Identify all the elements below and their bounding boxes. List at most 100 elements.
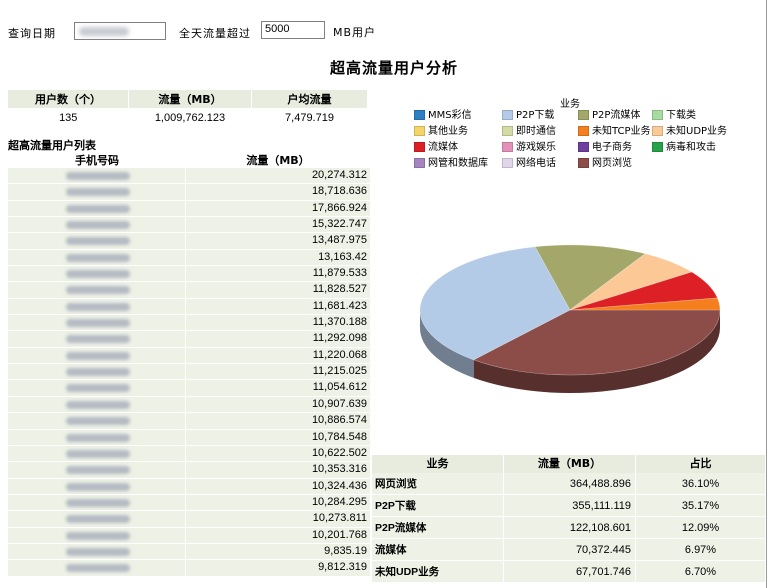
table-row: 11,681.423 <box>8 298 370 316</box>
traffic-cell: 10,324.436 <box>186 478 370 494</box>
table-row: 10,622.502 <box>8 445 370 463</box>
summary-header-users: 用户数（个） <box>8 90 129 108</box>
phone-cell <box>8 331 186 347</box>
threshold-input[interactable]: 5000 <box>261 21 325 39</box>
legend-item: MMS彩信 <box>414 110 472 124</box>
phone-cell <box>8 217 186 233</box>
phone-cell <box>8 315 186 331</box>
legend-label: P2P流媒体 <box>592 110 641 121</box>
traffic-cell: 10,784.548 <box>186 429 370 445</box>
table-row: 10,284.295 <box>8 494 370 512</box>
table-row: 13,487.975 <box>8 233 370 250</box>
legend-swatch <box>652 142 663 152</box>
biz-traffic-cell: 70,372.445 <box>504 539 636 560</box>
biz-traffic-cell: 122,108.601 <box>504 517 636 538</box>
table-row: 11,879.533 <box>8 266 370 283</box>
legend-swatch <box>414 126 425 136</box>
biz-share-cell: 6.70% <box>636 561 766 582</box>
legend-swatch <box>502 142 513 152</box>
legend-label: 电子商务 <box>592 142 632 153</box>
traffic-cell: 10,886.574 <box>186 413 370 429</box>
phone-number-redacted <box>66 498 130 507</box>
pie-chart <box>419 244 721 393</box>
legend-label: 网络电话 <box>516 158 556 169</box>
table-row: 10,324.436 <box>8 478 370 495</box>
phone-cell <box>8 364 186 380</box>
summary-table: 用户数（个） 流量（MB） 户均流量 135 1,009,762.123 7,4… <box>8 90 368 128</box>
phone-cell <box>8 266 186 282</box>
biz-name-cell: P2P下载 <box>372 495 504 516</box>
legend-label: MMS彩信 <box>428 110 472 121</box>
legend-swatch <box>652 110 663 120</box>
table-row: 20,274.312 <box>8 168 370 185</box>
phone-number-redacted <box>66 221 130 230</box>
traffic-cell: 13,163.42 <box>186 249 370 266</box>
biz-traffic-cell: 364,488.896 <box>504 473 636 494</box>
pie-slice <box>534 244 646 311</box>
traffic-cell: 11,370.188 <box>186 315 370 331</box>
traffic-cell: 10,622.502 <box>186 445 370 462</box>
biz-name-cell: 流媒体 <box>372 539 504 560</box>
phone-number-redacted <box>66 286 130 295</box>
phone-cell <box>8 298 186 315</box>
traffic-cell: 10,907.639 <box>186 396 370 413</box>
phone-number-redacted <box>66 172 130 180</box>
traffic-cell: 11,292.098 <box>186 331 370 347</box>
summary-users-value: 135 <box>8 108 129 128</box>
phone-cell <box>8 347 186 364</box>
page-title: 超高流量用户分析 <box>330 59 459 77</box>
biz-name-cell: P2P流媒体 <box>372 517 504 538</box>
traffic-cell: 18,718.636 <box>186 184 370 200</box>
phone-cell <box>8 543 186 560</box>
phone-number-redacted <box>66 417 130 426</box>
query-date-input[interactable] <box>74 22 166 40</box>
phone-number-redacted <box>66 400 130 409</box>
table-row: 10,273.811 <box>8 511 370 528</box>
table-row: 11,828.527 <box>8 282 370 299</box>
phone-cell <box>8 200 186 217</box>
unit-label: MB用户 <box>333 26 377 39</box>
legend-label: 病毒和攻击 <box>666 142 716 153</box>
legend-item: 网管和数据库 <box>414 158 488 172</box>
legend-swatch <box>502 158 513 168</box>
traffic-cell: 11,879.533 <box>186 266 370 282</box>
table-row: 11,220.068 <box>8 347 370 365</box>
legend-label: 游戏娱乐 <box>516 142 556 153</box>
legend-label: 网管和数据库 <box>428 158 488 169</box>
table-row: 网页浏览 364,488.896 36.10% <box>372 473 766 495</box>
phone-number-redacted <box>66 237 130 246</box>
summary-header-avg: 户均流量 <box>251 90 368 108</box>
phone-cell <box>8 249 186 266</box>
legend-swatch <box>502 126 513 136</box>
table-row: 流媒体 70,372.445 6.97% <box>372 539 766 561</box>
table-row: P2P下载 355,111.119 35.17% <box>372 495 766 517</box>
legend-item: 其他业务 <box>414 126 468 140</box>
biz-share-cell: 36.10% <box>636 473 766 494</box>
pie-slice-side <box>473 310 720 393</box>
legend-swatch <box>502 110 513 120</box>
phone-column-header: 手机号码 <box>75 154 119 167</box>
phone-cell <box>8 462 186 478</box>
traffic-cell: 13,487.975 <box>186 233 370 249</box>
phone-cell <box>8 494 186 511</box>
pie-slice-side <box>420 310 474 378</box>
legend-label: 流媒体 <box>428 142 458 153</box>
date-value-redacted <box>79 27 129 36</box>
legend-label: 未知UDP业务 <box>666 126 728 137</box>
traffic-cell: 11,215.025 <box>186 364 370 380</box>
traffic-cell: 17,866.924 <box>186 200 370 217</box>
phone-cell <box>8 478 186 494</box>
phone-number-redacted <box>66 319 130 328</box>
phone-number-redacted <box>66 466 130 475</box>
table-row: 10,353.316 <box>8 462 370 479</box>
legend-swatch <box>578 126 589 136</box>
legend-item: P2P下载 <box>502 110 554 124</box>
phone-cell <box>8 233 186 249</box>
table-row: 11,370.188 <box>8 315 370 332</box>
phone-cell <box>8 184 186 200</box>
query-date-label: 查询日期 <box>8 27 56 40</box>
phone-number-redacted <box>66 204 130 213</box>
traffic-cell: 10,284.295 <box>186 494 370 511</box>
biz-share-cell: 35.17% <box>636 495 766 516</box>
table-row: 9,835.19 <box>8 543 370 561</box>
